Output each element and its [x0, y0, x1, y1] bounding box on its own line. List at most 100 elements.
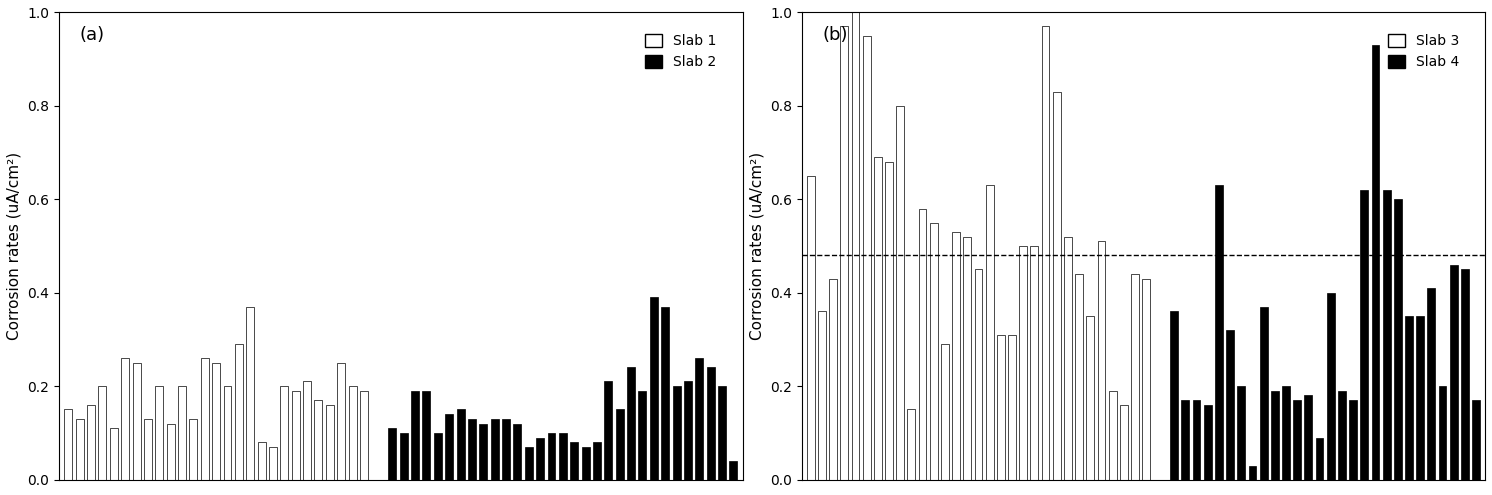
Bar [1041, 26, 1049, 480]
Bar [1131, 274, 1138, 480]
Bar [1394, 199, 1402, 480]
Text: (b): (b) [822, 26, 847, 45]
Bar [1461, 269, 1468, 480]
Bar [897, 106, 904, 480]
Bar [349, 386, 357, 480]
Bar [874, 157, 882, 480]
Bar [1361, 190, 1368, 480]
Bar [907, 409, 915, 480]
Bar [1120, 405, 1128, 480]
Bar [1053, 92, 1061, 480]
Bar [570, 442, 579, 480]
Bar [661, 307, 670, 480]
Bar [513, 424, 521, 480]
Bar [807, 176, 815, 480]
Bar [1326, 293, 1335, 480]
Bar [1076, 274, 1083, 480]
Bar [1438, 386, 1446, 480]
Bar [997, 335, 1004, 480]
Bar [651, 297, 658, 480]
Bar [133, 363, 140, 480]
Bar [582, 447, 589, 480]
Bar [683, 382, 692, 480]
Bar [434, 433, 442, 480]
Bar [718, 386, 727, 480]
Bar [445, 414, 454, 480]
Bar [952, 232, 959, 480]
Bar [1064, 237, 1071, 480]
Bar [167, 424, 175, 480]
Bar [1294, 400, 1301, 480]
Bar [616, 409, 624, 480]
Bar [1086, 316, 1094, 480]
Bar [258, 442, 266, 480]
Bar [325, 405, 334, 480]
Bar [315, 400, 322, 480]
Bar [1304, 396, 1313, 480]
Bar [1170, 311, 1179, 480]
Bar [388, 428, 397, 480]
Bar [143, 419, 152, 480]
Bar [292, 391, 300, 480]
Bar [64, 409, 72, 480]
Bar [422, 391, 430, 480]
Bar [457, 409, 464, 480]
Legend: Slab 1, Slab 2: Slab 1, Slab 2 [640, 29, 722, 75]
Bar [1143, 279, 1150, 480]
Bar [919, 208, 927, 480]
Text: (a): (a) [79, 26, 104, 45]
Bar [1271, 391, 1279, 480]
Bar [840, 26, 847, 480]
Bar [1383, 190, 1391, 480]
Bar [592, 442, 601, 480]
Bar [224, 386, 231, 480]
Bar [468, 419, 476, 480]
Bar [1416, 316, 1423, 480]
Bar [830, 279, 837, 480]
Bar [479, 424, 488, 480]
Bar [986, 185, 994, 480]
Bar [110, 428, 118, 480]
Bar [862, 36, 870, 480]
Bar [1316, 438, 1323, 480]
Bar [560, 433, 567, 480]
Bar [964, 237, 971, 480]
Bar [87, 405, 95, 480]
Bar [1237, 386, 1246, 480]
Bar [1473, 400, 1480, 480]
Bar [1098, 242, 1106, 480]
Y-axis label: Corrosion rates (uA/cm²): Corrosion rates (uA/cm²) [749, 152, 764, 340]
Bar [412, 391, 419, 480]
Bar [941, 344, 949, 480]
Bar [885, 162, 892, 480]
Bar [536, 438, 545, 480]
Bar [695, 358, 703, 480]
Bar [1259, 307, 1268, 480]
Bar [1226, 330, 1234, 480]
Bar [269, 447, 278, 480]
Bar [121, 358, 130, 480]
Bar [1450, 265, 1458, 480]
Bar [1282, 386, 1291, 480]
Bar [1371, 45, 1380, 480]
Bar [1249, 465, 1256, 480]
Bar [525, 447, 533, 480]
Bar [1405, 316, 1413, 480]
Bar [818, 311, 825, 480]
Bar [155, 386, 163, 480]
Bar [303, 382, 310, 480]
Bar [360, 391, 369, 480]
Bar [974, 269, 982, 480]
Bar [627, 367, 636, 480]
Bar [98, 386, 106, 480]
Bar [1204, 405, 1212, 480]
Bar [189, 419, 197, 480]
Bar [76, 419, 84, 480]
Bar [548, 433, 555, 480]
Bar [337, 363, 345, 480]
Bar [280, 386, 288, 480]
Bar [852, 12, 859, 480]
Bar [930, 223, 937, 480]
Bar [178, 386, 186, 480]
Legend: Slab 3, Slab 4: Slab 3, Slab 4 [1382, 29, 1465, 75]
